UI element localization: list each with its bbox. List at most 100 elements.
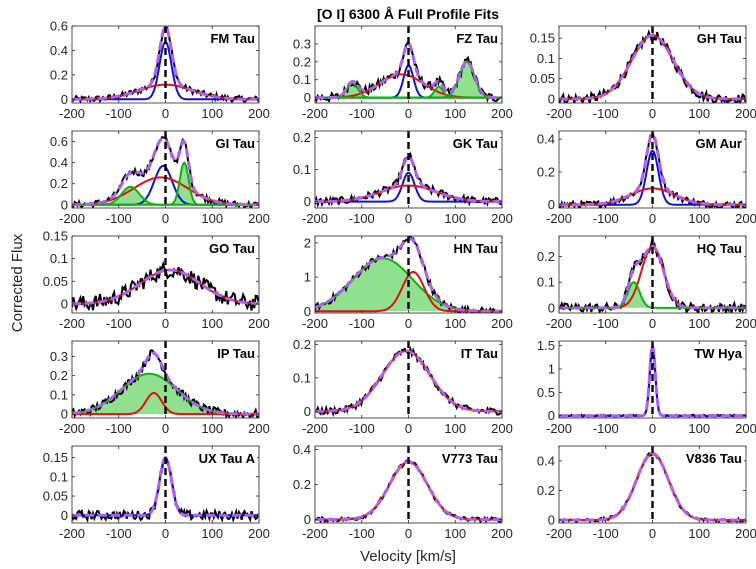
panel-title: FZ Tau: [456, 31, 498, 46]
panel-title-bg: [684, 240, 744, 257]
y-tick-label: 0.4: [537, 132, 555, 147]
y-tick-label: 0.05: [530, 71, 555, 86]
y-tick-label: 0.2: [537, 249, 555, 264]
panel-title: V836 Tau: [686, 451, 742, 466]
plot-area: [559, 131, 746, 208]
y-tick-label: 0.2: [537, 483, 555, 498]
total-fit-line: [559, 33, 746, 101]
x-tick-label: -200: [302, 421, 328, 436]
x-tick-label: 100: [444, 106, 466, 121]
x-tick-label: 100: [688, 106, 710, 121]
panel-title-bg: [440, 240, 500, 257]
y-tick-label: 0.4: [537, 453, 555, 468]
x-tick-label: 0: [162, 106, 169, 121]
y-tick-label: 0: [304, 90, 311, 105]
y-tick-label: 0.2: [50, 368, 68, 383]
panel-title: GK Tau: [453, 136, 498, 151]
hvc-fill: [72, 373, 259, 415]
x-tick-label: 0: [405, 526, 412, 541]
y-tick-label: 0.6: [50, 19, 68, 34]
x-tick-label: -100: [593, 316, 619, 331]
panel-gh-tau: -200 -100 0 100 200 0 0.05 0.1 0.15 GH Tau: [530, 25, 756, 121]
y-tick-label: 0.05: [43, 274, 68, 289]
x-tick-label: -100: [106, 211, 132, 226]
plot-area: [315, 26, 502, 103]
x-tick-label: -200: [302, 316, 328, 331]
x-tick-label: 0: [649, 106, 656, 121]
x-tick-label: 0: [162, 526, 169, 541]
y-tick-label: 0: [304, 194, 311, 209]
plot-area: [559, 236, 746, 313]
x-tick-label: -200: [546, 316, 572, 331]
panel-title: HQ Tau: [697, 241, 742, 256]
x-tick-label: 100: [688, 526, 710, 541]
panel-v773-tau: -200 -100 0 100 200 0 0.2 0.4 V773 Tau: [293, 442, 513, 541]
panel-title: FM Tau: [210, 31, 255, 46]
y-tick-label: 0: [304, 512, 311, 527]
total-fit-line: [72, 268, 259, 306]
panel-title-bg: [684, 30, 744, 47]
y-tick-label: 0.1: [293, 162, 311, 177]
panel-title-bg: [197, 135, 257, 152]
total-fit-line: [72, 26, 259, 101]
y-tick-label: 0.15: [530, 31, 555, 46]
x-tick-label: 200: [248, 211, 270, 226]
panel-title-bg: [440, 135, 500, 152]
x-tick-label: 100: [688, 421, 710, 436]
y-tick-label: 0: [548, 408, 555, 423]
panel-fz-tau: -200 -100 0 100 200 0 0.1 0.2 0.3 FZ Tau: [293, 25, 513, 121]
x-tick-label: 200: [248, 421, 270, 436]
x-tick-label: -100: [106, 316, 132, 331]
y-tick-label: 0.1: [50, 251, 68, 266]
plot-area: [559, 26, 746, 103]
panel-title: V773 Tau: [442, 451, 498, 466]
y-tick-label: 0.1: [537, 275, 555, 290]
y-tick-label: 0.2: [293, 54, 311, 69]
y-tick-label: 1.5: [537, 338, 555, 353]
y-tick-label: 0.3: [293, 36, 311, 51]
x-tick-label: 100: [688, 316, 710, 331]
panel-go-tau: -200 -100 0 100 200 0 0.05 0.1 0.15 GO Tau: [43, 229, 270, 332]
x-tick-label: 100: [201, 526, 223, 541]
total-fit-line: [559, 132, 746, 207]
y-tick-label: 0: [548, 91, 555, 106]
panel-title-bg: [197, 240, 257, 257]
y-tick-label: 0.6: [50, 134, 68, 149]
plot-area: [72, 236, 259, 313]
x-tick-label: 0: [162, 211, 169, 226]
x-tick-label: -100: [349, 421, 375, 436]
panel-gm-aur: -200 -100 0 100 200 0 0.2 0.4 GM Aur: [537, 130, 756, 226]
x-tick-label: 200: [491, 421, 513, 436]
plot-area: [559, 446, 746, 523]
total-fit-line: [559, 345, 746, 418]
hvc-fill: [315, 83, 502, 98]
panel-title: GI Tau: [216, 136, 256, 151]
panel-title-bg: [424, 450, 500, 467]
x-tick-label: -200: [546, 106, 572, 121]
x-tick-label: 100: [201, 316, 223, 331]
x-tick-label: 0: [649, 211, 656, 226]
panel-gi-tau: -200 -100 0 100 200 0 0.2 0.4 0.6 GI Tau: [50, 130, 270, 226]
panel-title-bg: [684, 135, 744, 152]
total-fit-line: [315, 155, 502, 203]
x-tick-label: 100: [688, 211, 710, 226]
x-tick-label: -200: [302, 526, 328, 541]
panel-title-bg: [440, 345, 500, 362]
x-tick-label: 0: [405, 421, 412, 436]
panel-title: UX Tau A: [199, 451, 256, 466]
panel-grid: -200 -100 0 100 200 0 0.2 0.4 0.6 FM Tau -200 -100 0…: [43, 19, 756, 542]
x-tick-label: -200: [59, 316, 85, 331]
x-tick-label: -100: [349, 106, 375, 121]
plot-area: [315, 446, 502, 523]
panel-title: GO Tau: [209, 241, 255, 256]
panel-hq-tau: -200 -100 0 100 200 0 0.1 0.2 HQ Tau: [537, 235, 756, 331]
y-tick-label: 0.2: [293, 477, 311, 492]
x-tick-label: -200: [302, 106, 328, 121]
panel-title-bg: [181, 450, 257, 467]
x-tick-label: 200: [491, 316, 513, 331]
y-tick-label: 0.15: [43, 450, 68, 465]
x-tick-label: 200: [491, 211, 513, 226]
y-tick-label: 0.2: [50, 67, 68, 82]
plot-area: [72, 131, 259, 208]
panel-it-tau: -200 -100 0 100 200 0 0.1 0.2 IT Tau: [293, 337, 513, 436]
